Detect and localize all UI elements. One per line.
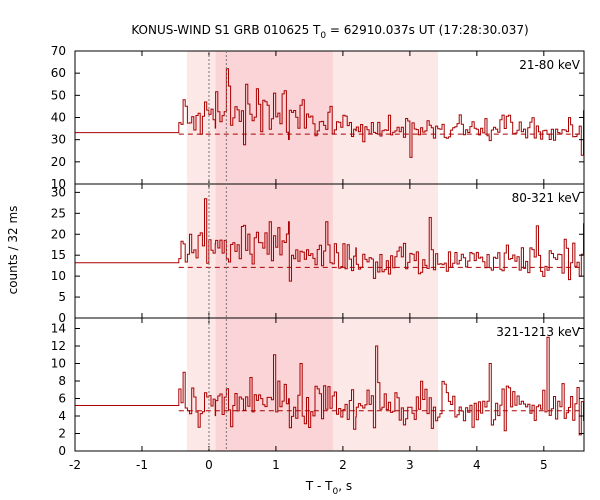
y-tick-label: 70 <box>51 44 66 58</box>
x-axis-label: T - T0, s <box>305 479 352 497</box>
y-tick-label: 0 <box>58 444 66 458</box>
x-tick-label: 4 <box>473 458 481 472</box>
y-tick-label: 15 <box>51 248 66 262</box>
y-tick-label: 50 <box>51 88 66 102</box>
energy-band-label: 80-321 keV <box>512 191 581 205</box>
y-tick-label: 10 <box>51 357 66 371</box>
y-tick-label: 6 <box>58 392 66 406</box>
energy-band-label: 21-80 keV <box>519 58 581 72</box>
x-tick-label: 0 <box>205 458 213 472</box>
x-tick-label: -2 <box>69 458 81 472</box>
y-tick-label: 4 <box>58 409 66 423</box>
y-tick-label: 30 <box>51 133 66 147</box>
y-tick-label: 8 <box>58 374 66 388</box>
y-tick-label: 40 <box>51 111 66 125</box>
energy-band-label: 321-1213 keV <box>496 325 580 339</box>
panel-frame <box>74 317 585 452</box>
y-tick-label: 10 <box>51 177 66 191</box>
x-tick-label: 1 <box>272 458 280 472</box>
y-tick-label: 2 <box>58 427 66 441</box>
x-tick-label: 5 <box>540 458 548 472</box>
y-tick-label: 30 <box>51 185 66 199</box>
x-tick-label: 3 <box>406 458 414 472</box>
light-curve-series-3 <box>75 336 584 436</box>
light-curve-series-1 <box>75 68 584 158</box>
y-tick-label: 60 <box>51 66 66 80</box>
light-curve-series-2 <box>75 198 584 282</box>
chart-title: KONUS-WIND S1 GRB 010625 T0 = 62910.037s… <box>131 23 528 41</box>
y-tick-label: 20 <box>51 227 66 241</box>
y-tick-label: 25 <box>51 206 66 220</box>
y-axis-label: counts / 32 ms <box>6 206 20 295</box>
y-tick-label: 20 <box>51 155 66 169</box>
y-tick-label: 5 <box>58 290 66 304</box>
x-tick-label: -1 <box>136 458 148 472</box>
y-tick-label: 12 <box>51 339 66 353</box>
y-tick-label: 14 <box>51 322 66 336</box>
y-tick-label: 10 <box>51 269 66 283</box>
x-tick-label: 2 <box>339 458 347 472</box>
y-tick-label: 0 <box>58 311 66 325</box>
